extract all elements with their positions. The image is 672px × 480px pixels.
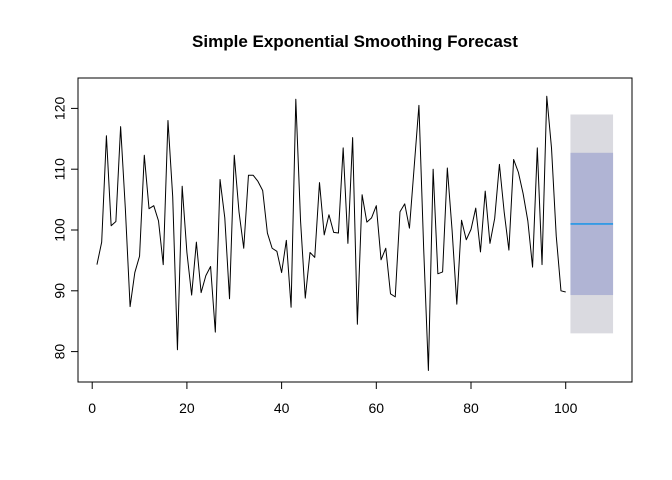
y-tick-label: 100: [52, 218, 68, 242]
y-tick-label: 120: [52, 97, 68, 121]
x-tick-label: 80: [463, 400, 479, 416]
y-axis: 80 90 100 110 120: [52, 97, 79, 360]
series-layer: [96, 95, 614, 371]
y-tick-label: 90: [52, 283, 68, 299]
x-tick-label: 60: [369, 400, 385, 416]
x-tick-label: 20: [179, 400, 195, 416]
y-tick-label: 80: [52, 344, 68, 360]
x-tick-label: 0: [88, 400, 96, 416]
y-tick-label: 110: [52, 158, 68, 181]
chart-title: Simple Exponential Smoothing Forecast: [192, 32, 518, 51]
x-tick-label: 100: [554, 400, 578, 416]
observed-series-line: [96, 95, 566, 371]
x-tick-label: 40: [274, 400, 290, 416]
x-axis: 0 20 40 60 80 100: [88, 381, 578, 416]
